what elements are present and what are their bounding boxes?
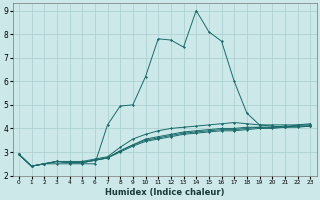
X-axis label: Humidex (Indice chaleur): Humidex (Indice chaleur) xyxy=(105,188,224,197)
